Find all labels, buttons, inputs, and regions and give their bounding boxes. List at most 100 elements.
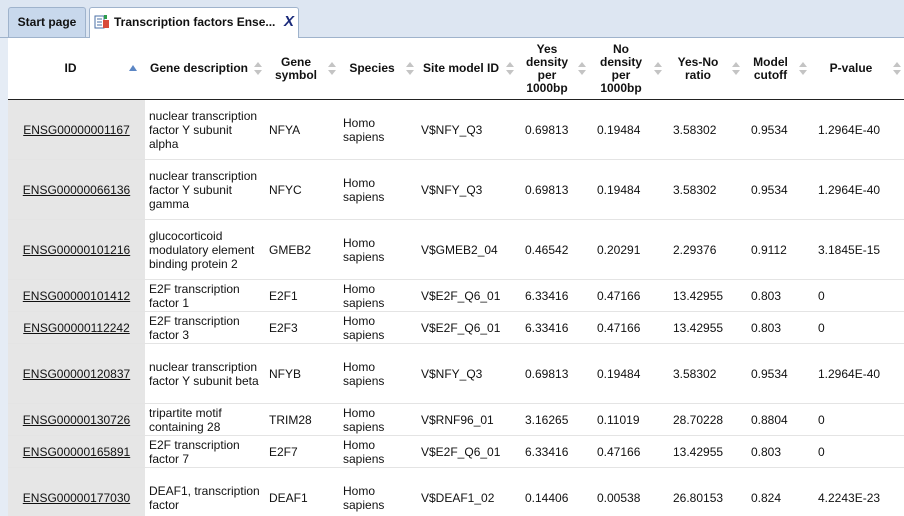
site-model-id-cell: V$E2F_Q6_01 <box>417 435 517 468</box>
model-cutoff-cell: 0.803 <box>743 435 810 468</box>
gene-id-link[interactable]: ENSG00000112242 <box>23 320 130 335</box>
table-row[interactable]: ENSG00000101216 glucocorticoid modulatory… <box>8 219 904 280</box>
sort-icon[interactable] <box>578 61 586 76</box>
column-header-site-model-id[interactable]: Site model ID <box>417 38 517 100</box>
gene-symbol-cell: TRIM28 <box>265 403 339 436</box>
column-header-label: Site model ID <box>422 61 499 75</box>
gene-id-link[interactable]: ENSG00000177030 <box>22 490 131 505</box>
close-icon[interactable]: X <box>283 13 294 30</box>
column-header-label: No density per 1000bp <box>599 41 642 95</box>
model-cutoff-cell: 0.9534 <box>743 343 810 404</box>
no-density-cell: 0.47166 <box>589 311 665 344</box>
model-cutoff-cell: 0.9534 <box>743 99 810 160</box>
column-header-p-value[interactable]: P-value <box>810 38 904 100</box>
gene-symbol-cell: E2F1 <box>265 279 339 312</box>
column-header-label: Species <box>349 61 395 75</box>
id-cell: ENSG00000001167 <box>8 99 145 160</box>
table-row[interactable]: ENSG00000112242 E2F transcription factor … <box>8 311 904 344</box>
p-value-cell: 0 <box>810 311 904 344</box>
gene-description-cell: DEAF1, transcription factor <box>145 467 265 516</box>
site-model-id-cell: V$NFY_Q3 <box>417 343 517 404</box>
p-value-cell: 0 <box>810 435 904 468</box>
sort-icon[interactable] <box>654 61 662 76</box>
p-value-cell: 0 <box>810 403 904 436</box>
gene-description-cell: tripartite motif containing 28 <box>145 403 265 436</box>
sort-icon[interactable] <box>328 61 336 76</box>
sort-icon[interactable] <box>799 61 807 76</box>
sort-icon[interactable] <box>893 61 901 76</box>
table-row[interactable]: ENSG00000066136 nuclear transcription fac… <box>8 159 904 220</box>
table-row[interactable]: ENSG00000165891 E2F transcription factor … <box>8 435 904 468</box>
no-density-cell: 0.19484 <box>589 343 665 404</box>
gene-id-link[interactable]: ENSG00000130726 <box>22 412 131 427</box>
id-cell: ENSG00000177030 <box>8 467 145 516</box>
column-header-gene-description[interactable]: Gene description <box>145 38 265 100</box>
column-header-species[interactable]: Species <box>339 38 417 100</box>
yes-no-ratio-cell: 2.29376 <box>665 219 743 280</box>
species-cell: Homo sapiens <box>339 467 417 516</box>
gene-id-link[interactable]: ENSG00000066136 <box>22 182 131 197</box>
table-row[interactable]: ENSG00000177030 DEAF1, transcription fact… <box>8 467 904 516</box>
yes-no-ratio-cell: 3.58302 <box>665 343 743 404</box>
site-model-id-cell: V$NFY_Q3 <box>417 99 517 160</box>
model-cutoff-cell: 0.803 <box>743 311 810 344</box>
yes-no-ratio-cell: 13.42955 <box>665 279 743 312</box>
yes-no-ratio-cell: 28.70228 <box>665 403 743 436</box>
yes-no-ratio-cell: 3.58302 <box>665 99 743 160</box>
id-cell: ENSG00000101216 <box>8 219 145 280</box>
p-value-cell: 1.2964E-40 <box>810 343 904 404</box>
no-density-cell: 0.19484 <box>589 99 665 160</box>
column-header-no-density[interactable]: No density per 1000bp <box>589 38 665 100</box>
species-cell: Homo sapiens <box>339 403 417 436</box>
no-density-cell: 0.20291 <box>589 219 665 280</box>
tab-start-page[interactable]: Start page <box>8 7 86 37</box>
column-header-gene-symbol[interactable]: Gene symbol <box>265 38 339 100</box>
sort-icon[interactable] <box>732 61 740 76</box>
gene-description-cell: E2F transcription factor 7 <box>145 435 265 468</box>
no-density-cell: 0.00538 <box>589 467 665 516</box>
tab-transcription-factors[interactable]: Transcription factors Ense... X <box>89 7 299 38</box>
column-header-yes-no-ratio[interactable]: Yes-No ratio <box>665 38 743 100</box>
model-cutoff-cell: 0.803 <box>743 279 810 312</box>
table-row[interactable]: ENSG00000001167 nuclear transcription fac… <box>8 99 904 160</box>
gene-id-link[interactable]: ENSG00000165891 <box>22 444 131 459</box>
gene-symbol-cell: E2F3 <box>265 311 339 344</box>
column-header-yes-density[interactable]: Yes density per 1000bp <box>517 38 589 100</box>
gene-description-cell: E2F transcription factor 1 <box>145 279 265 312</box>
sort-ascending-icon[interactable] <box>129 64 137 71</box>
gene-symbol-cell: NFYB <box>265 343 339 404</box>
model-cutoff-cell: 0.9534 <box>743 159 810 220</box>
gene-description-cell: glucocorticoid modulatory element bindin… <box>145 219 265 280</box>
table-row[interactable]: ENSG00000101412 E2F transcription factor … <box>8 279 904 312</box>
table-row[interactable]: ENSG00000130726 tripartite motif containi… <box>8 403 904 436</box>
sort-icon[interactable] <box>506 61 514 76</box>
column-header-label: Gene symbol <box>274 54 317 82</box>
column-header-model-cutoff[interactable]: Model cutoff <box>743 38 810 100</box>
gene-symbol-cell: DEAF1 <box>265 467 339 516</box>
yes-density-cell: 3.16265 <box>517 403 589 436</box>
id-cell: ENSG00000130726 <box>8 403 145 436</box>
column-header-id[interactable]: ID <box>8 38 145 100</box>
species-cell: Homo sapiens <box>339 279 417 312</box>
site-model-id-cell: V$E2F_Q6_01 <box>417 311 517 344</box>
table-row[interactable]: ENSG00000120837 nuclear transcription fac… <box>8 343 904 404</box>
gene-id-link[interactable]: ENSG00000001167 <box>23 122 130 137</box>
gene-id-link[interactable]: ENSG00000101412 <box>22 288 131 303</box>
species-cell: Homo sapiens <box>339 343 417 404</box>
sort-icon[interactable] <box>254 61 262 76</box>
yes-density-cell: 6.33416 <box>517 279 589 312</box>
p-value-cell: 4.2243E-23 <box>810 467 904 516</box>
results-table: ID Gene description Gene symbol Species … <box>8 38 904 516</box>
site-model-id-cell: V$GMEB2_04 <box>417 219 517 280</box>
gene-id-link[interactable]: ENSG00000101216 <box>22 242 131 257</box>
yes-no-ratio-cell: 3.58302 <box>665 159 743 220</box>
yes-density-cell: 0.69813 <box>517 99 589 160</box>
sort-icon[interactable] <box>406 61 414 76</box>
species-cell: Homo sapiens <box>339 159 417 220</box>
column-header-label: Gene description <box>149 61 249 75</box>
gene-id-link[interactable]: ENSG00000120837 <box>22 366 131 381</box>
site-model-id-cell: V$RNF96_01 <box>417 403 517 436</box>
gene-symbol-cell: E2F7 <box>265 435 339 468</box>
id-cell: ENSG00000120837 <box>8 343 145 404</box>
gene-description-cell: nuclear transcription factor Y subunit g… <box>145 159 265 220</box>
